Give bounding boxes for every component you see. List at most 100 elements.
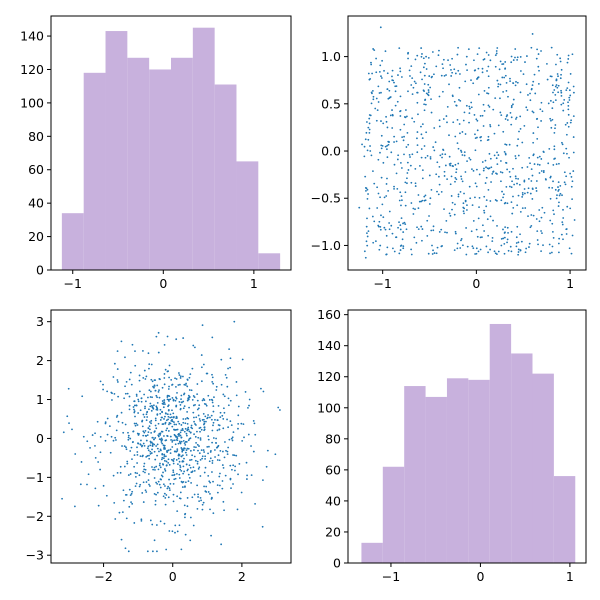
scatter-point xyxy=(187,428,190,431)
histogram-bar xyxy=(489,323,512,563)
scatter-point xyxy=(368,122,371,125)
scatter-point xyxy=(449,64,452,66)
scatter-point xyxy=(421,53,423,55)
scatter-point xyxy=(181,401,183,404)
scatter-point xyxy=(178,440,181,443)
scatter-point xyxy=(123,445,126,447)
scatter-point xyxy=(494,54,497,57)
scatter-point xyxy=(202,418,205,421)
scatter-point xyxy=(408,153,411,156)
scatter-point xyxy=(184,516,186,519)
scatter-point xyxy=(436,246,439,249)
scatter-point xyxy=(458,123,461,125)
scatter-point xyxy=(565,228,568,231)
scatter-point xyxy=(368,117,371,120)
scatter-point xyxy=(175,450,178,453)
scatter-point xyxy=(385,148,388,151)
scatter-point xyxy=(184,451,187,454)
scatter-point xyxy=(164,469,167,472)
scatter-point xyxy=(397,154,400,157)
scatter-point xyxy=(149,485,151,487)
scatter-point xyxy=(535,180,538,182)
scatter-point xyxy=(172,500,175,503)
scatter-point xyxy=(454,230,457,233)
scatter-point xyxy=(572,151,575,154)
scatter-point xyxy=(460,151,463,153)
scatter-point xyxy=(200,354,203,356)
scatter-point xyxy=(225,376,228,379)
scatter-point xyxy=(379,64,382,67)
scatter-point xyxy=(188,376,191,379)
scatter-point xyxy=(365,131,368,134)
y-tick-label: −0.5 xyxy=(311,191,341,206)
scatter-point xyxy=(210,414,213,417)
scatter-point xyxy=(147,431,150,434)
scatter-point xyxy=(223,509,225,512)
scatter-point xyxy=(504,61,507,63)
scatter-point xyxy=(79,483,82,486)
scatter-top-right: −1 0 1−1.0−0.50.00.51.0 xyxy=(311,15,587,291)
scatter-point xyxy=(216,484,219,487)
scatter-point xyxy=(211,471,213,473)
scatter-point xyxy=(192,466,195,469)
scatter-point xyxy=(153,466,156,469)
scatter-point xyxy=(499,60,502,63)
scatter-point xyxy=(403,153,405,156)
scatter-point xyxy=(505,161,507,164)
scatter-point xyxy=(242,423,245,426)
scatter-point xyxy=(152,468,155,471)
scatter-point xyxy=(137,412,140,414)
scatter-point xyxy=(553,131,556,134)
scatter-point xyxy=(483,167,485,170)
scatter-point xyxy=(518,130,520,133)
scatter-point xyxy=(399,191,402,194)
scatter-point xyxy=(551,186,554,189)
scatter-point xyxy=(371,215,374,218)
scatter-point xyxy=(135,393,138,396)
scatter-point xyxy=(195,442,197,444)
scatter-point xyxy=(143,369,146,372)
scatter-point xyxy=(388,89,391,92)
scatter-point xyxy=(175,396,177,399)
scatter-point xyxy=(125,446,127,449)
scatter-point xyxy=(235,394,238,397)
scatter-point xyxy=(191,398,194,401)
scatter-point xyxy=(153,492,156,495)
scatter-point xyxy=(153,384,156,387)
scatter-point xyxy=(454,135,457,138)
scatter-point xyxy=(91,434,94,436)
scatter-point xyxy=(197,493,199,496)
scatter-point xyxy=(454,203,456,206)
scatter-point xyxy=(540,120,543,122)
scatter-point xyxy=(210,534,212,537)
scatter-point xyxy=(127,438,130,441)
scatter-point xyxy=(529,92,531,95)
scatter-point xyxy=(444,164,447,167)
scatter-point xyxy=(221,480,224,482)
scatter-point xyxy=(540,158,543,160)
scatter-point xyxy=(237,427,239,430)
scatter-point xyxy=(159,486,162,489)
scatter-point xyxy=(218,484,221,487)
scatter-point xyxy=(134,415,136,418)
scatter-point xyxy=(159,434,162,436)
scatter-point xyxy=(409,156,411,158)
scatter-point xyxy=(408,69,411,72)
scatter-point xyxy=(167,394,170,397)
scatter-point xyxy=(170,416,173,418)
scatter-point xyxy=(160,441,163,443)
scatter-point xyxy=(234,465,237,468)
scatter-point xyxy=(394,236,397,239)
scatter-point xyxy=(421,78,423,81)
scatter-point xyxy=(180,469,183,472)
scatter-point xyxy=(532,214,535,217)
scatter-point xyxy=(477,93,480,96)
scatter-point xyxy=(556,86,559,89)
scatter-point xyxy=(444,153,447,156)
scatter-point xyxy=(168,376,170,379)
scatter-point xyxy=(149,428,151,431)
x-tick-label: 1 xyxy=(566,569,574,584)
scatter-point xyxy=(179,377,182,379)
scatter-point xyxy=(172,482,175,485)
scatter-point xyxy=(516,144,519,147)
